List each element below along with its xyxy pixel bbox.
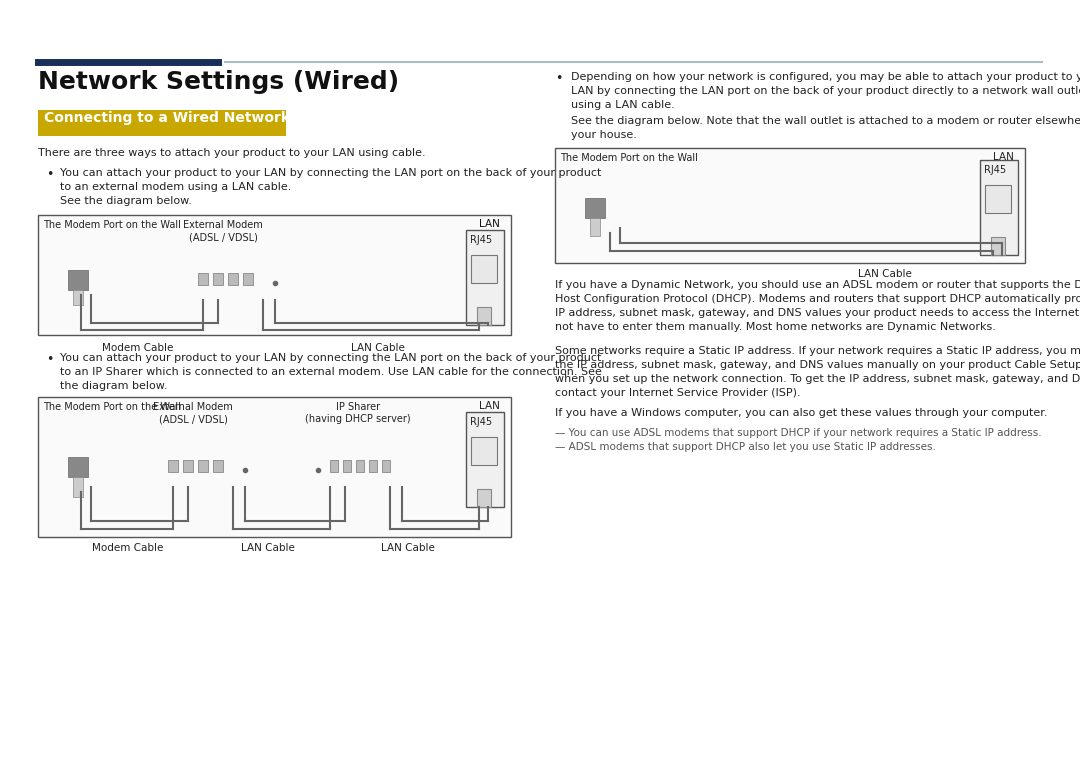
Bar bbox=[68, 457, 87, 477]
Text: contact your Internet Service Provider (ISP).: contact your Internet Service Provider (… bbox=[555, 388, 800, 398]
Bar bbox=[243, 273, 253, 285]
Text: You can attach your product to your LAN by connecting the LAN port on the back o: You can attach your product to your LAN … bbox=[60, 353, 602, 363]
Text: LAN Cable: LAN Cable bbox=[351, 343, 405, 353]
Text: •: • bbox=[46, 353, 53, 366]
Polygon shape bbox=[563, 176, 633, 250]
Text: Connecting to a Wired Network: Connecting to a Wired Network bbox=[44, 111, 291, 125]
Text: (having DHCP server): (having DHCP server) bbox=[306, 414, 410, 424]
Bar bbox=[38, 215, 511, 335]
Text: (ADSL / VDSL): (ADSL / VDSL) bbox=[159, 414, 228, 424]
Text: If you have a Windows computer, you can also get these values through your compu: If you have a Windows computer, you can … bbox=[555, 408, 1048, 418]
Bar bbox=[471, 255, 497, 283]
Text: to an external modem using a LAN cable.: to an external modem using a LAN cable. bbox=[60, 182, 292, 192]
Bar bbox=[68, 270, 87, 290]
Text: You can attach your product to your LAN by connecting the LAN port on the back o: You can attach your product to your LAN … bbox=[60, 168, 602, 178]
Bar bbox=[382, 460, 390, 472]
Text: — ADSL modems that support DHCP also let you use Static IP addresses.: — ADSL modems that support DHCP also let… bbox=[555, 442, 936, 452]
Bar bbox=[73, 477, 83, 497]
Text: not have to enter them manually. Most home networks are Dynamic Networks.: not have to enter them manually. Most ho… bbox=[555, 322, 996, 332]
Text: your house.: your house. bbox=[571, 130, 637, 140]
Text: (ADSL / VDSL): (ADSL / VDSL) bbox=[189, 232, 257, 242]
Bar bbox=[590, 218, 600, 236]
Text: •: • bbox=[46, 168, 53, 181]
Polygon shape bbox=[46, 245, 116, 323]
Bar bbox=[980, 160, 1018, 255]
Text: RJ45: RJ45 bbox=[470, 417, 492, 427]
Text: The Modem Port on the Wall: The Modem Port on the Wall bbox=[43, 220, 180, 230]
Bar bbox=[38, 397, 511, 537]
Text: when you set up the network connection. To get the IP address, subnet mask, gate: when you set up the network connection. … bbox=[555, 374, 1080, 384]
Bar bbox=[228, 273, 238, 285]
Bar bbox=[73, 290, 83, 305]
Bar bbox=[356, 460, 364, 472]
Text: Depending on how your network is configured, you may be able to attach your prod: Depending on how your network is configu… bbox=[571, 72, 1080, 82]
Bar bbox=[213, 273, 222, 285]
FancyBboxPatch shape bbox=[307, 449, 413, 490]
Bar bbox=[183, 460, 193, 472]
Bar bbox=[330, 460, 338, 472]
Text: LAN Cable: LAN Cable bbox=[381, 543, 435, 553]
Text: External Modem: External Modem bbox=[184, 220, 262, 230]
Text: LAN Cable: LAN Cable bbox=[241, 543, 295, 553]
Polygon shape bbox=[46, 427, 116, 522]
Text: Modem Cable: Modem Cable bbox=[103, 343, 174, 353]
Text: the IP address, subnet mask, gateway, and DNS values manually on your product Ca: the IP address, subnet mask, gateway, an… bbox=[555, 360, 1080, 370]
Text: RJ45: RJ45 bbox=[984, 165, 1007, 175]
Bar bbox=[198, 460, 208, 472]
Bar bbox=[991, 237, 1005, 255]
Bar bbox=[198, 273, 208, 285]
Text: using a LAN cable.: using a LAN cable. bbox=[571, 100, 675, 110]
Text: IP Sharer: IP Sharer bbox=[336, 402, 380, 412]
Text: the diagram below.: the diagram below. bbox=[60, 381, 167, 391]
Text: See the diagram below.: See the diagram below. bbox=[60, 196, 192, 206]
Bar bbox=[213, 460, 222, 472]
Bar bbox=[369, 460, 377, 472]
Text: •: • bbox=[555, 72, 563, 85]
FancyBboxPatch shape bbox=[170, 262, 286, 303]
Text: The Modem Port on the Wall: The Modem Port on the Wall bbox=[43, 402, 180, 412]
Text: Network Settings (Wired): Network Settings (Wired) bbox=[38, 70, 400, 94]
Text: IP address, subnet mask, gateway, and DNS values your product needs to access th: IP address, subnet mask, gateway, and DN… bbox=[555, 308, 1080, 318]
Text: to an IP Sharer which is connected to an external modem. Use LAN cable for the c: to an IP Sharer which is connected to an… bbox=[60, 367, 602, 377]
Text: RJ45: RJ45 bbox=[470, 235, 492, 245]
Bar bbox=[477, 307, 491, 325]
Bar bbox=[471, 437, 497, 465]
Bar bbox=[985, 185, 1011, 213]
Text: LAN by connecting the LAN port on the back of your product directly to a network: LAN by connecting the LAN port on the ba… bbox=[571, 86, 1080, 96]
Text: Modem Cable: Modem Cable bbox=[92, 543, 164, 553]
Bar bbox=[343, 460, 351, 472]
Text: Some networks require a Static IP address. If your network requires a Static IP : Some networks require a Static IP addres… bbox=[555, 346, 1080, 356]
Bar bbox=[465, 412, 504, 507]
Text: LAN Cable: LAN Cable bbox=[859, 269, 912, 279]
Bar bbox=[168, 460, 178, 472]
Text: If you have a Dynamic Network, you should use an ADSL modem or router that suppo: If you have a Dynamic Network, you shoul… bbox=[555, 280, 1080, 290]
Text: LAN: LAN bbox=[480, 401, 500, 411]
Text: External Modem: External Modem bbox=[153, 402, 233, 412]
Text: LAN: LAN bbox=[480, 219, 500, 229]
Bar bbox=[555, 148, 1025, 263]
Bar bbox=[477, 489, 491, 507]
Text: There are three ways to attach your product to your LAN using cable.: There are three ways to attach your prod… bbox=[38, 148, 426, 158]
Bar bbox=[585, 198, 605, 218]
Bar bbox=[465, 230, 504, 325]
Text: — You can use ADSL modems that support DHCP if your network requires a Static IP: — You can use ADSL modems that support D… bbox=[555, 428, 1041, 438]
Text: See the diagram below. Note that the wall outlet is attached to a modem or route: See the diagram below. Note that the wal… bbox=[571, 116, 1080, 126]
Text: LAN: LAN bbox=[993, 152, 1014, 162]
Text: Host Configuration Protocol (DHCP). Modems and routers that support DHCP automat: Host Configuration Protocol (DHCP). Mode… bbox=[555, 294, 1080, 304]
FancyBboxPatch shape bbox=[140, 449, 256, 490]
Text: The Modem Port on the Wall: The Modem Port on the Wall bbox=[561, 153, 698, 163]
Bar bbox=[38, 110, 286, 136]
